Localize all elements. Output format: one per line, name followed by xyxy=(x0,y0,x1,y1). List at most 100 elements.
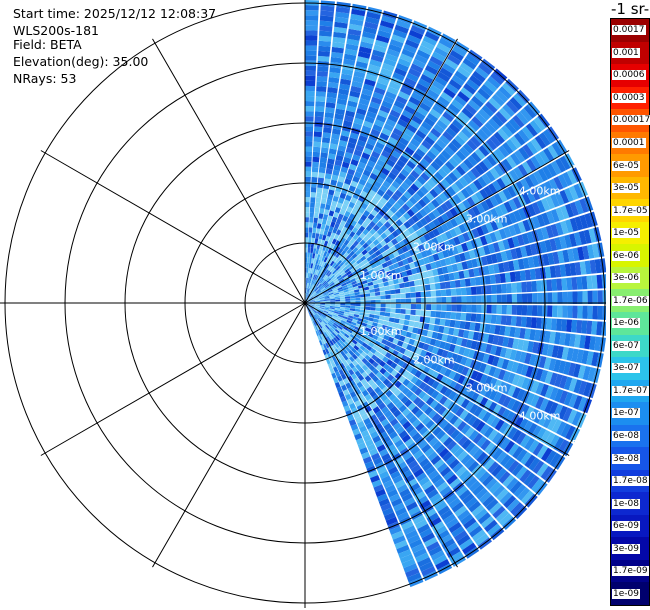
sector-cell xyxy=(528,457,541,471)
sector-cell xyxy=(346,282,353,287)
sector-cell xyxy=(307,293,310,299)
sector-cell xyxy=(462,199,472,210)
sector-cell xyxy=(442,111,454,123)
sector-cell xyxy=(446,296,452,304)
colorbar-label: 1.7e-07 xyxy=(612,385,649,396)
sector-cell xyxy=(429,84,442,96)
sector-cell xyxy=(535,185,545,199)
sector-cell xyxy=(379,315,385,321)
sector-cell xyxy=(459,161,470,173)
sector-cell xyxy=(337,276,344,281)
sector-cell xyxy=(365,73,378,82)
sector-cell xyxy=(384,229,392,237)
sector-cell xyxy=(419,499,432,510)
sector-cell xyxy=(539,240,548,254)
sector-cell xyxy=(597,290,603,305)
sector-cell xyxy=(311,284,315,290)
sector-cell xyxy=(523,104,537,119)
sector-cell xyxy=(315,303,321,305)
sector-cell xyxy=(394,364,402,372)
sector-cell xyxy=(368,220,376,228)
sector-cell xyxy=(465,496,478,509)
sector-cell xyxy=(368,269,375,275)
sector-cell xyxy=(448,171,458,183)
range-label: 5.00km xyxy=(572,438,606,451)
sector-cell xyxy=(380,349,388,356)
sector-cell xyxy=(465,240,474,251)
sector-cell xyxy=(398,383,406,392)
sector-cell xyxy=(319,255,323,261)
colorbar-label: 6e-09 xyxy=(612,521,640,532)
sector-cell xyxy=(361,342,368,348)
sector-cell xyxy=(408,320,415,327)
sector-cell xyxy=(522,144,534,158)
sector-cell xyxy=(348,201,356,209)
sector-cell xyxy=(406,124,418,134)
sector-cell xyxy=(507,260,515,272)
sector-cell xyxy=(407,173,417,183)
sector-cell xyxy=(581,276,588,290)
sector-cell xyxy=(462,173,473,185)
sector-cell xyxy=(307,242,311,248)
sector-cell xyxy=(377,253,384,261)
sector-cell xyxy=(482,157,493,170)
sector-cell xyxy=(385,176,394,185)
sector-cell xyxy=(417,557,432,568)
sector-cell xyxy=(476,304,482,313)
sector-cell xyxy=(415,304,422,310)
sector-cell xyxy=(459,252,467,262)
sector-cell xyxy=(343,378,350,385)
sector-cell xyxy=(312,279,316,285)
sector-cell xyxy=(456,244,464,254)
sector-cell xyxy=(347,375,354,383)
sector-cell xyxy=(367,213,375,221)
sector-cell xyxy=(358,261,365,268)
sector-cell xyxy=(360,325,366,331)
sector-cell xyxy=(357,51,371,59)
sector-cell xyxy=(374,422,383,431)
sector-cell xyxy=(485,222,494,233)
sector-cell xyxy=(364,313,370,317)
sector-cell xyxy=(473,179,483,191)
sector-cell xyxy=(372,322,378,327)
sector-cell xyxy=(320,5,335,12)
sector-cell xyxy=(557,291,563,304)
sector-cell xyxy=(564,333,571,347)
sector-cell xyxy=(334,159,343,167)
sector-cell xyxy=(372,49,386,58)
sector-cell xyxy=(351,253,358,260)
sector-cell xyxy=(410,138,421,148)
sector-cell xyxy=(335,283,342,287)
sector-cell xyxy=(573,379,583,394)
sector-cell xyxy=(313,326,317,332)
sector-cell xyxy=(453,417,463,429)
sector-cell xyxy=(390,308,396,313)
sector-cell xyxy=(326,288,333,292)
sector-cell xyxy=(312,309,318,313)
sector-cell xyxy=(461,366,470,376)
sector-cell xyxy=(305,196,310,203)
sector-cell xyxy=(308,306,312,311)
sector-cell xyxy=(576,349,584,364)
sector-cell xyxy=(421,480,433,491)
sector-cell xyxy=(382,507,394,517)
range-label: 2.00km xyxy=(413,241,455,254)
sector-cell xyxy=(375,141,385,150)
sector-cell xyxy=(491,356,500,367)
sector-cell xyxy=(395,293,401,299)
sector-cell xyxy=(330,56,343,64)
sector-cell xyxy=(320,287,326,292)
ppi-sector xyxy=(305,0,606,588)
sector-cell xyxy=(457,91,470,103)
sector-cell xyxy=(513,93,527,107)
sector-cell xyxy=(326,336,332,342)
sector-cell xyxy=(391,104,403,114)
sector-cell xyxy=(305,75,316,82)
sector-cell xyxy=(365,193,374,202)
sector-cell xyxy=(529,243,538,256)
sector-cell xyxy=(459,146,470,158)
sector-cell xyxy=(348,95,359,103)
sector-cell xyxy=(305,20,319,26)
sector-cell xyxy=(371,375,379,383)
sector-cell xyxy=(377,77,390,86)
